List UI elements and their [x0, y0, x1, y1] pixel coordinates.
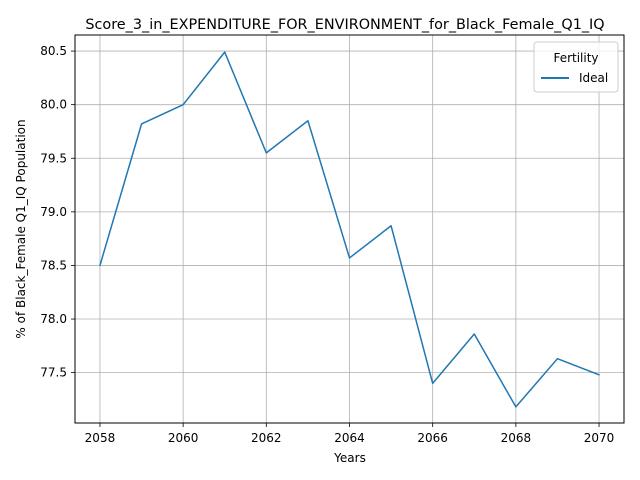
- y-tick-label: 79.0: [40, 205, 67, 219]
- legend-title: Fertility: [553, 51, 598, 65]
- x-axis: 2058 2060 2062 2064 2066 2068 2070: [85, 423, 615, 445]
- y-tick-label: 78.0: [40, 312, 67, 326]
- x-tick-label: 2064: [334, 431, 365, 445]
- y-axis: 77.5 78.0 78.5 79.0 79.5 80.0 80.5: [40, 44, 75, 380]
- series-layer: [99, 51, 600, 408]
- x-tick-label: 2070: [584, 431, 615, 445]
- x-tick-label: 2062: [251, 431, 282, 445]
- y-tick-label: 78.5: [40, 258, 67, 272]
- legend-box: [533, 41, 619, 93]
- series-line-0: [99, 51, 600, 408]
- legend: Fertility Ideal: [533, 41, 619, 93]
- x-tick-label: 2066: [417, 431, 448, 445]
- x-axis-label: Years: [333, 451, 366, 465]
- chart-title: Score_3_in_EXPENDITURE_FOR_ENVIRONMENT_f…: [85, 17, 604, 33]
- y-axis-label: % of Black_Female Q1_IQ Population: [14, 119, 28, 338]
- y-tick-label: 77.5: [40, 366, 67, 380]
- y-tick-label: 80.5: [40, 44, 67, 58]
- x-tick-label: 2068: [501, 431, 532, 445]
- grid-lines: [75, 35, 624, 423]
- y-tick-label: 79.5: [40, 151, 67, 165]
- y-tick-label: 80.0: [40, 98, 67, 112]
- x-tick-label: 2060: [168, 431, 199, 445]
- x-tick-label: 2058: [85, 431, 116, 445]
- legend-entry-label: Ideal: [579, 71, 608, 85]
